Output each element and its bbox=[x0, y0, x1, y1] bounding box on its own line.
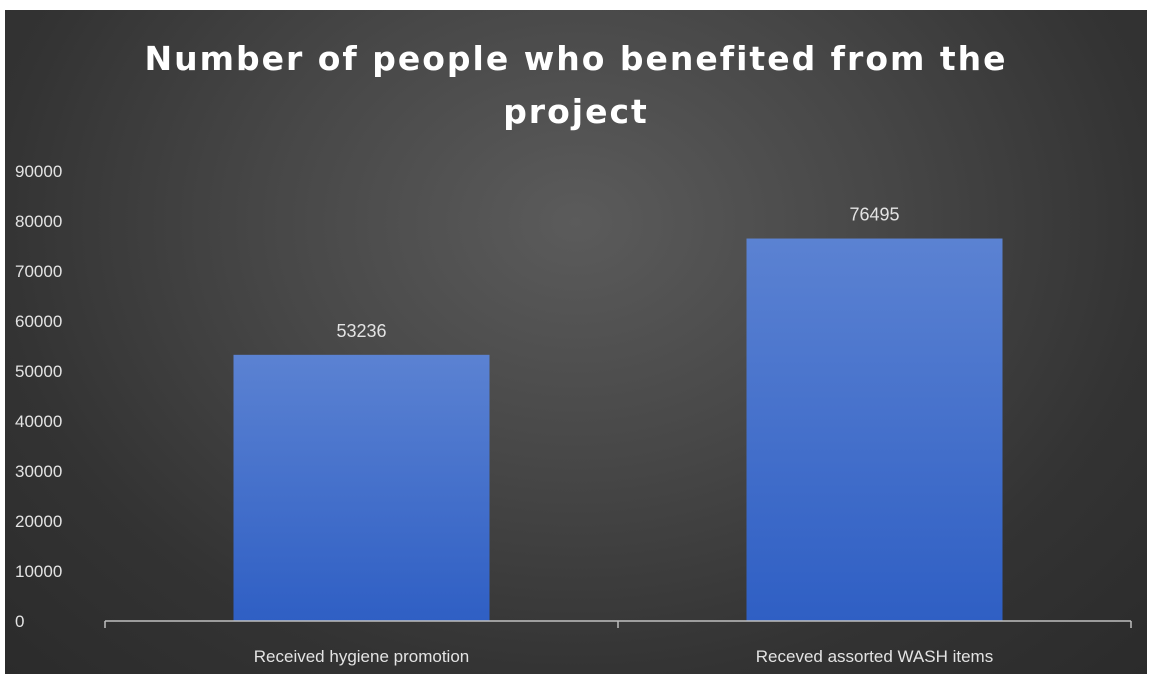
y-tick-label: 60000 bbox=[15, 312, 62, 331]
bar-2 bbox=[746, 238, 1003, 621]
bar-chart: Number of people who benefited from the … bbox=[15, 39, 1132, 666]
bars bbox=[233, 238, 1003, 621]
y-tick-label: 10000 bbox=[15, 562, 62, 581]
x-axis-tick-marks bbox=[104, 621, 1132, 628]
x-axis-labels: Received hygiene promotion Receved assort… bbox=[254, 647, 993, 666]
y-tick-label: 90000 bbox=[15, 162, 62, 181]
x-category-label: Receved assorted WASH items bbox=[756, 647, 993, 666]
y-tick-label: 0 bbox=[15, 612, 24, 631]
y-tick-label: 50000 bbox=[15, 362, 62, 381]
chart-area: Number of people who benefited from the … bbox=[5, 10, 1147, 674]
data-label: 53236 bbox=[336, 321, 386, 341]
chart-title-line-1: Number of people who benefited from the bbox=[144, 39, 1007, 78]
chart-title-line-2: project bbox=[503, 92, 649, 131]
y-tick-label: 70000 bbox=[15, 262, 62, 281]
x-category-label: Received hygiene promotion bbox=[254, 647, 469, 666]
data-label: 76495 bbox=[849, 205, 899, 225]
bar-1 bbox=[233, 354, 490, 621]
data-labels: 53236 76495 bbox=[336, 205, 899, 341]
y-tick-label: 40000 bbox=[15, 412, 62, 431]
y-tick-label: 30000 bbox=[15, 462, 62, 481]
y-axis-ticks: 0 10000 20000 30000 40000 50000 60000 70000 8000… bbox=[15, 162, 62, 631]
y-tick-label: 80000 bbox=[15, 212, 62, 231]
y-tick-label: 20000 bbox=[15, 512, 62, 531]
